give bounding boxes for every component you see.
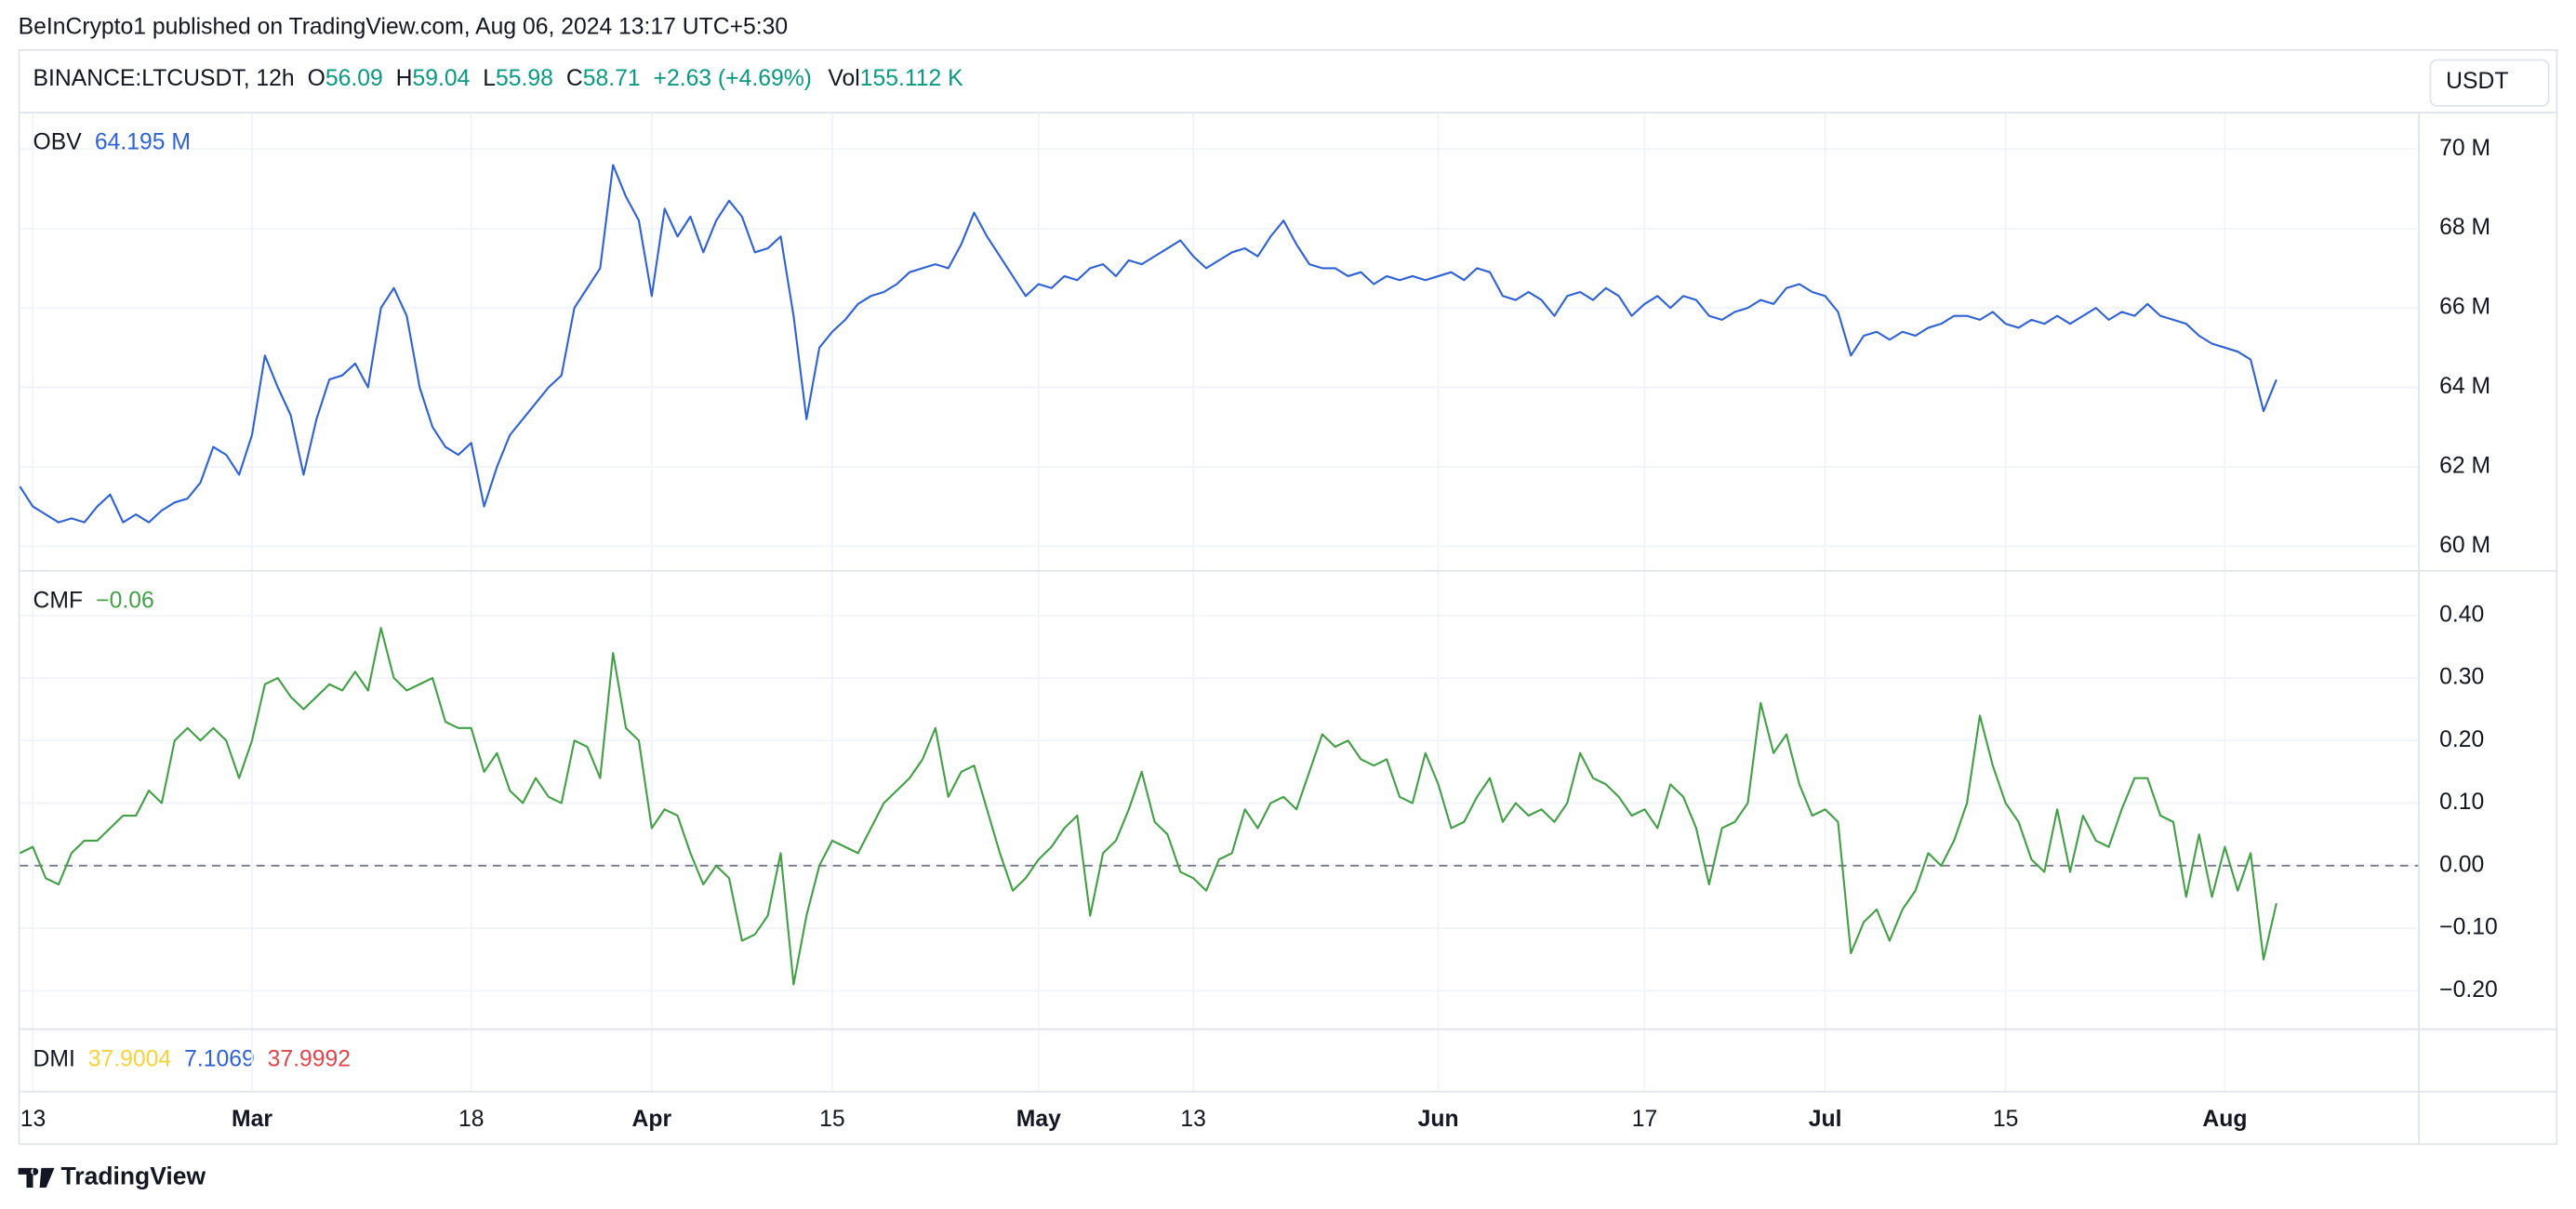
x-tick-label: Aug <box>2202 1107 2247 1132</box>
dmi-value: 37.9992 <box>268 1046 351 1071</box>
y-tick-label: 0.20 <box>2439 727 2484 752</box>
y-tick-label: 0.10 <box>2439 790 2484 815</box>
y-tick-label: 66 M <box>2439 295 2490 320</box>
ohlc-value: 55.98 <box>496 65 553 90</box>
currency-label[interactable]: USDT <box>2446 69 2508 94</box>
dmi-value: 7.1069 <box>184 1046 255 1071</box>
brand-name: TradingView <box>61 1162 206 1189</box>
x-tick-label: May <box>1016 1107 1061 1132</box>
series-legend: OBV 64.195 M <box>33 129 191 154</box>
ohlc-value: 58.71 <box>583 65 641 90</box>
change: +2.63 (+4.69%) <box>654 65 812 90</box>
chart-frame <box>18 48 2558 1146</box>
x-tick-label: 15 <box>1993 1107 2019 1132</box>
x-tick-label: Apr <box>632 1107 672 1132</box>
series-value: 64.195 M <box>95 129 191 154</box>
symbol: BINANCE:LTCUSDT, 12h <box>33 65 295 90</box>
dmi-legend: DMI 37.9004 7.1069 37.9992 <box>33 1046 351 1071</box>
x-tick-label: Jul <box>1809 1107 1842 1132</box>
ohlc-label: L <box>483 65 496 90</box>
logo-shape <box>18 1167 55 1189</box>
x-tick-label: Jun <box>1418 1107 1459 1132</box>
volume-value: 155.112 K <box>860 65 963 90</box>
data-line <box>19 627 2277 986</box>
x-tick-label: 18 <box>458 1107 485 1132</box>
published-note: BeInCrypto1 published on TradingView.com… <box>19 15 788 40</box>
y-tick-label: 0.30 <box>2439 665 2484 690</box>
y-tick-label: 62 M <box>2439 453 2490 478</box>
volume-label: Vol <box>828 65 859 90</box>
y-tick-label: 0.40 <box>2439 602 2484 627</box>
dmi-value: 37.9004 <box>88 1046 172 1071</box>
y-tick-label: 0.00 <box>2439 852 2484 877</box>
x-tick-label: 13 <box>1180 1107 1206 1132</box>
ohlc-label: O <box>308 65 325 90</box>
series-name: CMF <box>33 588 84 613</box>
series-name: OBV <box>33 129 83 154</box>
x-tick-label: 15 <box>819 1107 845 1132</box>
brand-logo: TradingView <box>18 1162 206 1189</box>
y-tick-label: 70 M <box>2439 136 2490 161</box>
data-line <box>19 164 2277 524</box>
y-tick-label: 64 M <box>2439 374 2490 399</box>
ohlc-value: 59.04 <box>413 65 471 90</box>
currency-button[interactable] <box>2429 59 2550 107</box>
series-legend: CMF −0.06 <box>33 588 154 613</box>
y-tick-label: −0.10 <box>2439 915 2498 940</box>
y-tick-label: 68 M <box>2439 215 2490 240</box>
y-tick-label: −0.20 <box>2439 977 2498 1003</box>
ohlc-label: C <box>566 65 583 90</box>
series-value: −0.06 <box>96 588 154 613</box>
indicator-name: DMI <box>33 1046 75 1071</box>
ohlc-value: 56.09 <box>325 65 383 90</box>
x-tick-label: 17 <box>1632 1107 1658 1132</box>
y-tick-label: 60 M <box>2439 533 2490 558</box>
ohlc-label: H <box>396 65 413 90</box>
symbol-header: BINANCE:LTCUSDT, 12h O56.09 H59.04 L55.9… <box>33 65 964 90</box>
x-tick-label: 13 <box>20 1107 46 1132</box>
x-tick-label: Mar <box>232 1107 272 1132</box>
